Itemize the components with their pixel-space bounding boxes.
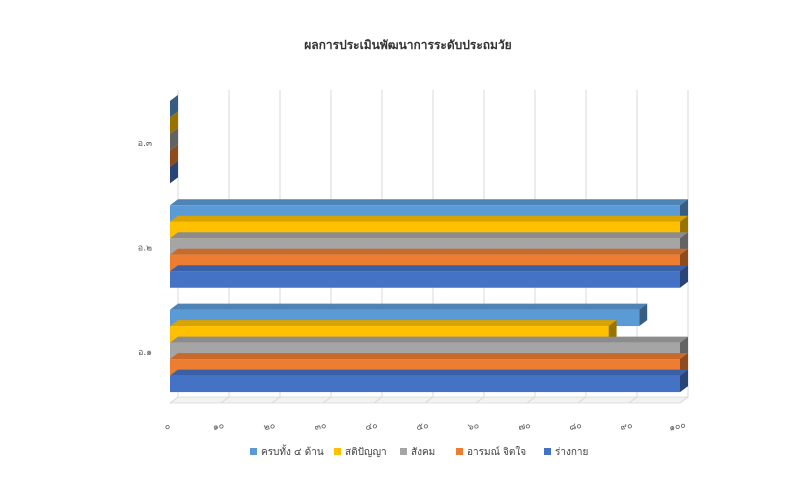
- gridline-floor: [424, 396, 434, 404]
- gridline-floor: [220, 396, 230, 404]
- gridline-floor: [475, 396, 485, 404]
- category-labels: อ.๓อ.๒อ.๑: [138, 139, 152, 358]
- legend-label: ร่างกาย: [555, 447, 588, 458]
- x-tick-label: ๑๐: [212, 421, 225, 433]
- category-label: อ.๒: [138, 244, 152, 254]
- bar-side: [639, 303, 648, 327]
- legend-label: ครบทั้ง ๔ ด้าน: [261, 444, 324, 458]
- bar-top: [170, 232, 688, 239]
- x-tick-label: ๕๐: [416, 421, 430, 433]
- legend: ครบทั้ง ๔ ด้าน สติปัญญา สังคม อารมณ์ จิตใจ ร…: [250, 444, 588, 458]
- bar-side: [170, 127, 178, 151]
- legend-swatch: [544, 448, 551, 455]
- x-tick-label: ๐: [164, 422, 171, 433]
- gridline-floor: [322, 396, 332, 404]
- gridline-floor: [373, 396, 383, 404]
- bar: [170, 375, 680, 393]
- bar-top: [170, 248, 688, 255]
- bar-side: [170, 94, 178, 118]
- legend-label: สังคม: [411, 447, 435, 458]
- bar-top: [170, 265, 688, 272]
- gridline-floor: [271, 396, 281, 404]
- bar-top: [170, 369, 688, 376]
- legend-label: สติปัญญา: [345, 447, 387, 458]
- gridline-floor: [526, 396, 536, 404]
- bar-side: [680, 369, 688, 393]
- bar: [170, 271, 680, 288]
- bar-top: [170, 353, 688, 360]
- legend-label: อารมณ์ จิตใจ: [467, 446, 526, 458]
- legend-swatch: [400, 448, 407, 455]
- bar-side: [170, 160, 178, 184]
- x-tick-label: ๑๐๐: [668, 420, 686, 433]
- x-tick-label: ๒๐: [263, 421, 276, 433]
- bars: [170, 94, 688, 393]
- x-axis-ticks: ๐ ๑๐ ๒๐ ๓๐ ๔๐ ๕๐ ๖๐ ๗๐ ๘๐ ๙๐ ๑๐๐: [164, 420, 687, 433]
- gridline-floor: [628, 396, 638, 404]
- legend-swatch: [456, 448, 463, 455]
- x-tick-label: ๓๐: [314, 421, 327, 433]
- bar-side: [680, 265, 688, 288]
- gridline-floor: [679, 396, 689, 404]
- bar-top: [170, 336, 688, 343]
- x-tick-label: ๘๐: [568, 421, 582, 433]
- legend-swatch: [334, 448, 341, 455]
- bar-top: [170, 199, 688, 206]
- bar-top: [170, 303, 648, 310]
- bar-top: [170, 320, 617, 327]
- gridline-floor: [169, 396, 179, 404]
- chart-title: ผลการประเมินพัฒนาการระดับประถมวัย: [304, 38, 511, 52]
- x-tick-label: ๖๐: [467, 421, 480, 433]
- bar-side: [170, 111, 178, 134]
- category-label: อ.๓: [138, 139, 152, 149]
- x-tick-label: ๔๐: [365, 421, 379, 433]
- bar-side: [170, 144, 178, 167]
- legend-swatch: [250, 448, 257, 455]
- bar-top: [170, 215, 688, 222]
- gridline-floor: [577, 396, 587, 404]
- x-tick-label: ๗๐: [518, 421, 532, 433]
- category-label: อ.๑: [138, 348, 152, 358]
- x-tick-label: ๙๐: [620, 421, 634, 433]
